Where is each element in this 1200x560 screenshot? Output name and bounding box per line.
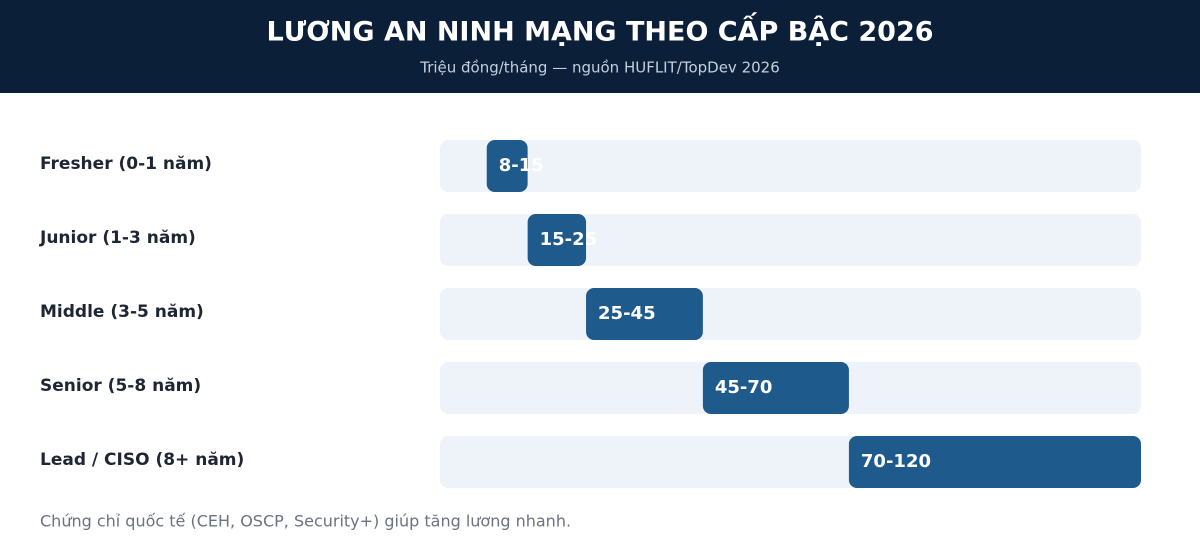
category-label: Senior (5-8 năm) (40, 376, 201, 396)
category-label: Fresher (0-1 năm) (40, 154, 212, 174)
header-band (0, 0, 1200, 93)
value-label: 15-25 (540, 229, 598, 250)
value-label: 8-15 (499, 155, 544, 176)
bar (527, 214, 587, 266)
bar (848, 436, 1141, 488)
value-label: 25-45 (598, 303, 656, 324)
category-label: Junior (1-3 năm) (39, 228, 196, 248)
chart-title: LƯƠNG AN NINH MẠNG THEO CẤP BẬC 2026 (266, 12, 933, 48)
value-label: 70-120 (861, 451, 931, 472)
value-label: 45-70 (715, 377, 773, 398)
note: Chứng chỉ quốc tế (CEH, OSCP, Security+)… (40, 512, 571, 531)
track (440, 140, 1141, 192)
category-label: Lead / CISO (8+ năm) (40, 450, 244, 470)
chart-subtitle: Triệu đồng/tháng — nguồn HUFLIT/TopDev 2… (419, 59, 780, 77)
bar (586, 288, 703, 340)
track (440, 214, 1141, 266)
track (440, 288, 1141, 340)
bar (486, 140, 528, 192)
category-label: Middle (3-5 năm) (40, 302, 204, 322)
bar (702, 362, 849, 414)
